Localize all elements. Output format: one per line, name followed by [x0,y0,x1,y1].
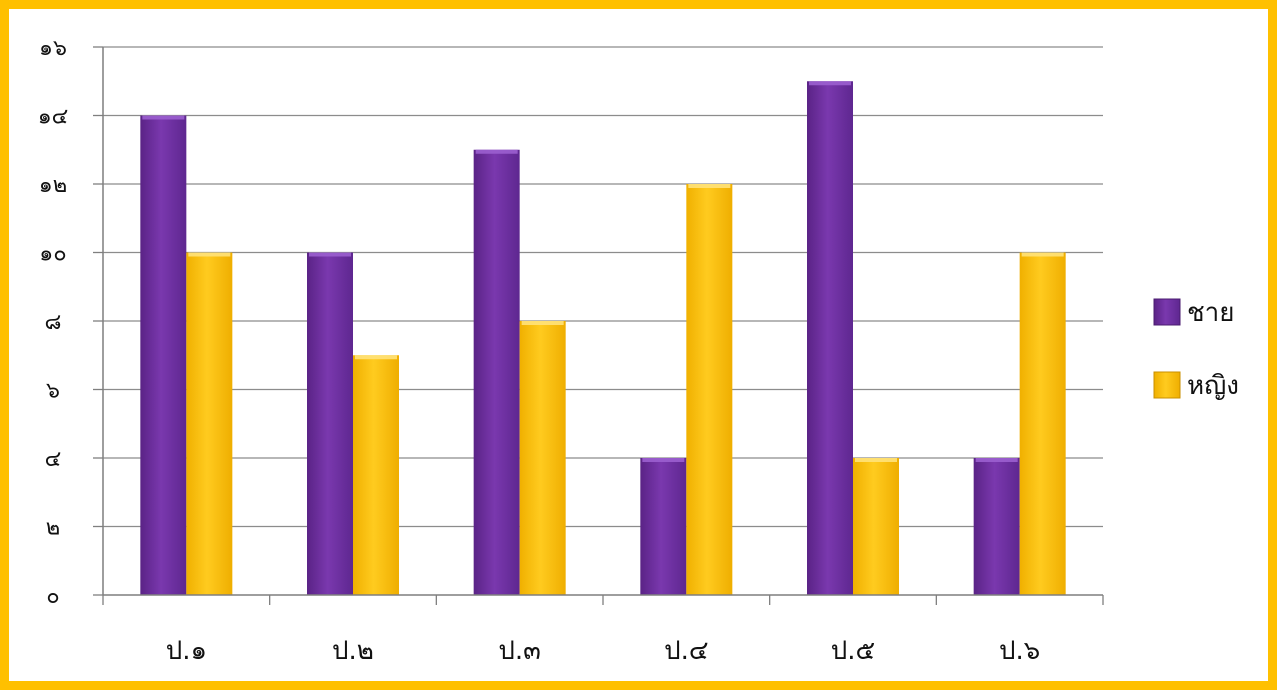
bar-male-4 [640,458,687,595]
bar-female-5 [853,458,899,595]
legend-label: ชาย [1187,298,1234,328]
y-tick-label: ๑๒ [39,173,67,198]
bar-top-highlight [475,149,518,154]
y-tick-label: ๐ [46,584,59,609]
bar-body [640,458,687,595]
bar-top-highlight [975,458,1018,462]
bar-body [853,458,899,595]
axes: ๐ ๒ ๔ ๖ ๘ ๑๐ ๑๒ ๑๔ ๑๖ป.๑ ป.๒ ป.๓ ป.๔ ป.๕ ป.๖ [38,36,1104,666]
y-tick-label: ๑๔ [38,105,69,130]
bar-top-highlight [1021,252,1064,257]
x-category-label: ป.๕ [831,636,875,666]
bar-body [519,321,566,595]
y-tick-label: ๖ [46,379,60,404]
bar-top-highlight [355,355,397,360]
legend-swatch [1153,298,1181,326]
bar-female-3 [519,321,566,595]
bar-male-2 [307,252,353,595]
bar-top-highlight [521,321,564,325]
x-category-label: ป.๖ [999,636,1040,666]
bar-female-4 [686,184,733,595]
bar-female-2 [353,355,399,595]
legend-item-male: ชาย [1153,298,1234,328]
bar-male-6 [973,458,1020,595]
bar-body [353,355,399,595]
bar-top-highlight [688,184,731,188]
x-category-label: ป.๓ [498,636,541,666]
bar-body [686,184,733,595]
x-category-label: ป.๑ [166,636,207,666]
bar-top-highlight [309,252,351,257]
y-tick-label: ๔ [45,447,62,472]
legend-item-female: หญิง [1153,371,1239,401]
bar-top-highlight [855,458,897,462]
bar-top-highlight [188,252,231,257]
legend-label: หญิง [1187,371,1239,401]
x-category-label: ป.๔ [664,636,708,666]
bar-body [807,81,853,595]
bar-body [186,252,233,595]
bar-female-6 [1019,252,1066,595]
bar-male-1 [140,115,187,595]
y-tick-label: ๑๖ [39,36,67,61]
bar-female-1 [186,252,233,595]
bar-body [307,252,353,595]
legend-swatch [1153,371,1181,399]
bar-body [1019,252,1066,595]
bar-male-5 [807,81,853,595]
bar-body [140,115,187,595]
y-tick-label: ๒ [46,516,61,541]
bar-body [473,149,520,595]
bars [140,81,1066,595]
bar-body [973,458,1020,595]
gridlines [103,46,1103,528]
bar-top-highlight [642,458,685,462]
bar-top-highlight [809,81,851,86]
bar-top-highlight [142,115,185,120]
y-tick-label: ๘ [45,310,62,335]
bar-male-3 [473,149,520,595]
y-tick-label: ๑๐ [39,242,66,267]
x-category-label: ป.๒ [332,636,374,666]
